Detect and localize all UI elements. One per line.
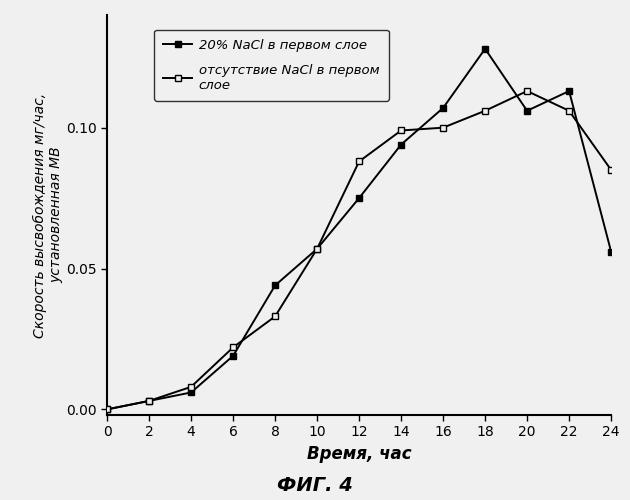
отсутствие NaCl в первом
слое <box>565 108 573 114</box>
X-axis label: Время, час: Время, час <box>307 445 411 463</box>
отсутствие NaCl в первом
слое <box>229 344 237 350</box>
отсутствие NaCl в первом
слое <box>103 406 111 412</box>
Y-axis label: Скорость высвобождения мг/час,
установленная МВ: Скорость высвобождения мг/час, установле… <box>33 92 63 338</box>
20% NaCl в первом слое <box>229 353 237 359</box>
отсутствие NaCl в первом
слое <box>524 88 531 94</box>
20% NaCl в первом слое <box>103 406 111 412</box>
20% NaCl в первом слое <box>439 105 447 111</box>
20% NaCl в первом слое <box>524 108 531 114</box>
отсутствие NaCl в первом
слое <box>313 246 321 252</box>
20% NaCl в первом слое <box>272 282 279 288</box>
отсутствие NaCl в первом
слое <box>187 384 195 390</box>
20% NaCl в первом слое <box>481 46 489 52</box>
20% NaCl в первом слое <box>313 246 321 252</box>
Line: 20% NaCl в первом слое: 20% NaCl в первом слое <box>103 46 615 413</box>
20% NaCl в первом слое <box>187 390 195 396</box>
отсутствие NaCl в первом
слое <box>481 108 489 114</box>
Legend: 20% NaCl в первом слое, отсутствие NaCl в первом
слое: 20% NaCl в первом слое, отсутствие NaCl … <box>154 30 389 101</box>
20% NaCl в первом слое <box>146 398 153 404</box>
отсутствие NaCl в первом
слое <box>146 398 153 404</box>
отсутствие NaCl в первом
слое <box>439 124 447 130</box>
отсутствие NaCl в первом
слое <box>272 314 279 320</box>
20% NaCl в первом слое <box>355 195 363 201</box>
отсутствие NaCl в первом
слое <box>398 128 405 134</box>
20% NaCl в первом слое <box>565 88 573 94</box>
20% NaCl в первом слое <box>607 248 615 254</box>
отсутствие NaCl в первом
слое <box>607 167 615 173</box>
Text: ФИГ. 4: ФИГ. 4 <box>277 476 353 495</box>
отсутствие NaCl в первом
слое <box>355 158 363 164</box>
20% NaCl в первом слое <box>398 142 405 148</box>
Line: отсутствие NaCl в первом
слое: отсутствие NaCl в первом слое <box>103 88 615 413</box>
